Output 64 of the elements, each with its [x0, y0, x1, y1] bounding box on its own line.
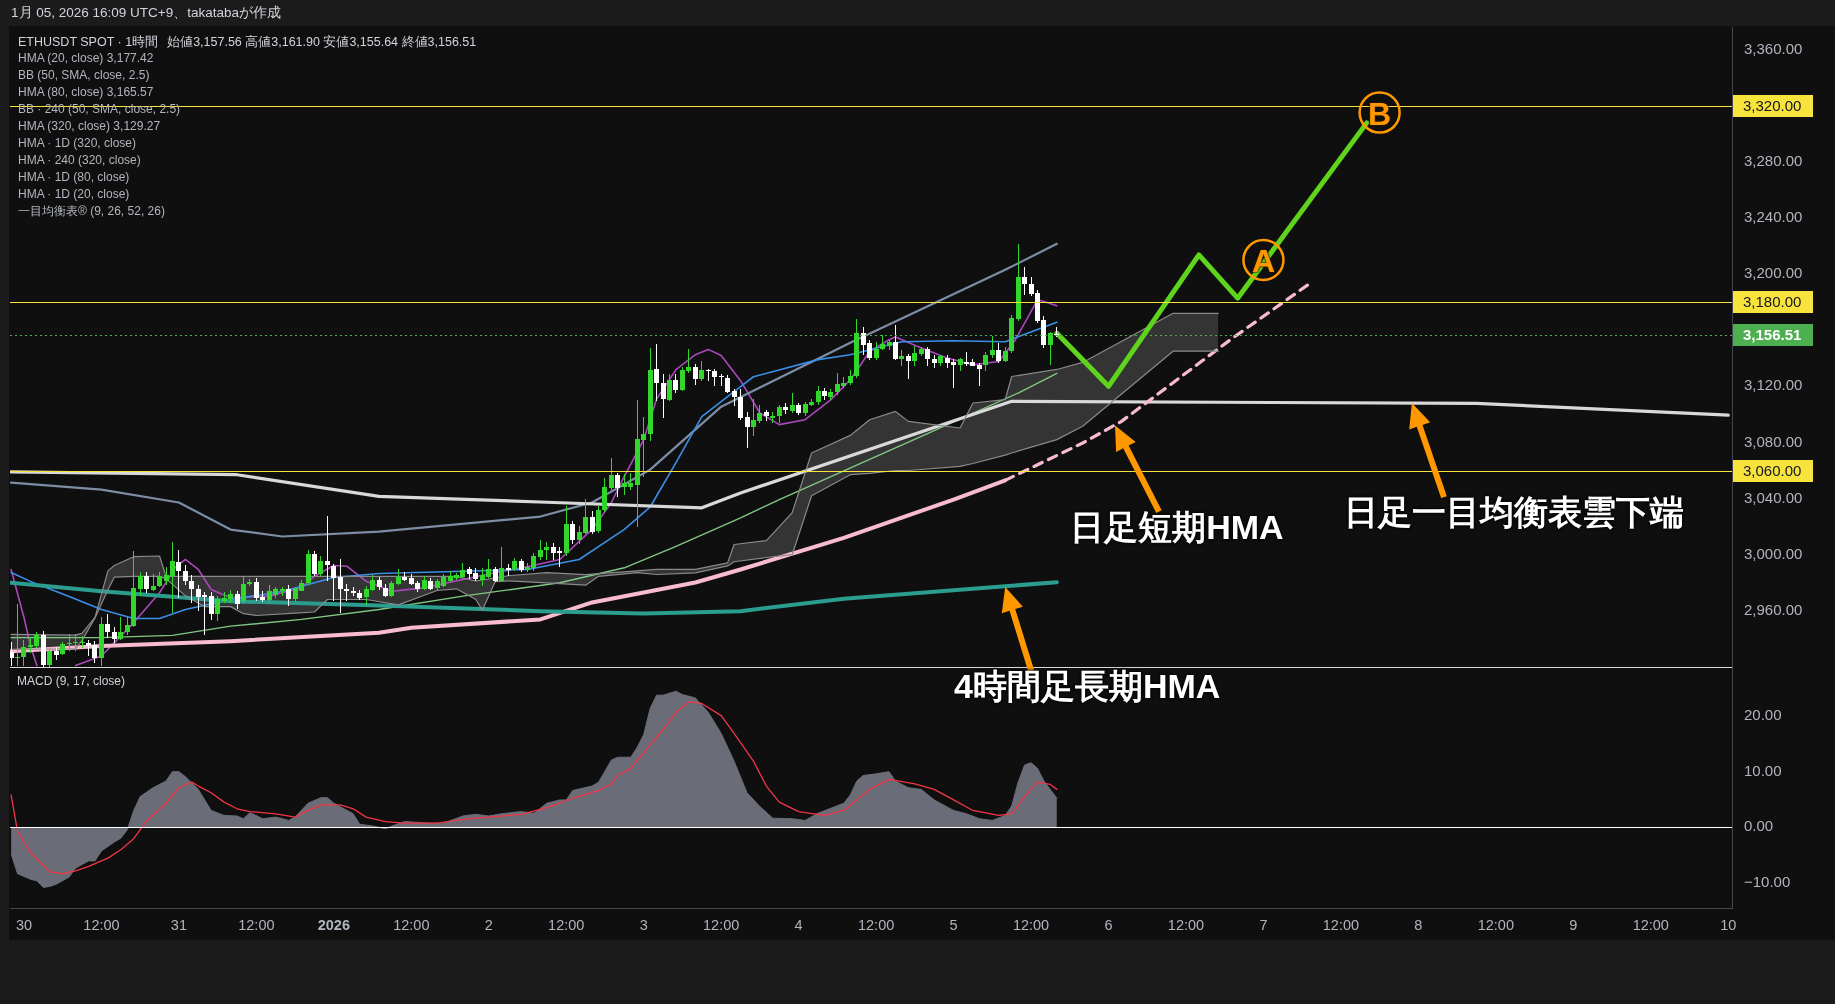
y-tick-label: 3,200.00: [1744, 264, 1803, 282]
annotation: 日足一目均衡表雲下端: [1343, 493, 1684, 532]
ref-line-label: 3,320.00: [1743, 97, 1802, 115]
candlestick: [706, 369, 711, 381]
x-tick-label: 6: [1104, 916, 1113, 933]
x-tick-label: 12:00: [703, 916, 740, 933]
x-tick-label: 12:00: [1632, 916, 1669, 933]
y-tick-label: 10.00: [1744, 761, 1782, 779]
x-tick-label: 12:00: [238, 916, 275, 933]
annotation: BB (50, SMA, close, 2.5): [18, 68, 150, 83]
y-tick-label: 3,360.00: [1744, 39, 1803, 57]
x-tick-label: 12:00: [1012, 916, 1050, 933]
annotation: HMA · 1D (20, close): [18, 187, 130, 202]
annotation: HMA (80, close) 3,165.57: [18, 85, 154, 100]
y-tick-label: −10.00: [1744, 872, 1791, 890]
annotation: HMA · 240 (320, close): [18, 153, 141, 168]
annotation: 4時間足長期HMA: [954, 667, 1221, 705]
y-tick-label: 2,960.00: [1744, 601, 1803, 618]
annotation: HMA · 1D (80, close): [18, 170, 130, 185]
text: 1月 05, 2026 16:09 UTC+9、takatabaが作成: [11, 5, 282, 21]
x-tick-label: 7: [1259, 916, 1268, 933]
y-tick-label: 3,080.00: [1744, 432, 1803, 450]
ref-line-label: 3,156.51: [1743, 326, 1802, 344]
annotation: HMA (20, close) 3,177.42: [18, 51, 154, 66]
text: MACD (9, 17, close): [17, 674, 126, 688]
candlestick: [325, 516, 330, 581]
annotation: HMA (320, close) 3,129.27: [18, 119, 161, 134]
x-tick-label: 12:00: [857, 916, 895, 933]
x-tick-label: 5: [949, 916, 958, 933]
annotation: HMA · 1D (320, close): [18, 136, 137, 151]
candlestick: [73, 634, 78, 651]
text: ETHUSDT SPOT · 1時間: [18, 35, 159, 49]
x-tick-label: 30: [15, 916, 33, 933]
y-tick-label: 0.00: [1744, 817, 1774, 835]
x-tick-label: 12:00: [393, 916, 430, 933]
annotation: 始値3,157.56 高値3,161.90 安値3,155.64 終値3,156.51: [167, 35, 477, 49]
y-tick-label: 3,040.00: [1744, 488, 1803, 506]
annotation: 日足短期HMA: [1070, 507, 1284, 546]
candlestick: [80, 636, 85, 648]
ref-line-label: 3,180.00: [1743, 293, 1802, 311]
candlestick: [719, 374, 724, 386]
x-tick-label: 12:00: [1322, 916, 1360, 933]
x-tick-label: 31: [170, 916, 187, 933]
x-tick-label: 3: [639, 916, 648, 933]
y-tick-label: 3,240.00: [1744, 208, 1803, 226]
x-tick-label: 10: [1720, 916, 1737, 933]
x-tick-label: 12:00: [1167, 916, 1205, 933]
y-tick-label: 3,120.00: [1744, 376, 1803, 394]
x-tick-label: 2026: [317, 916, 350, 933]
x-tick-label: 8: [1414, 916, 1423, 933]
candlestick: [15, 604, 20, 666]
x-tick-label: 9: [1569, 916, 1578, 933]
x-tick-label: 4: [794, 916, 803, 933]
x-tick-label: 12:00: [548, 916, 585, 933]
y-tick-label: 3,280.00: [1744, 151, 1803, 169]
x-tick-label: 12:00: [1477, 916, 1514, 933]
candlestick: [67, 634, 72, 651]
y-tick-label: 20.00: [1744, 706, 1782, 724]
annotation: B: [1368, 95, 1392, 132]
ref-line-label: 3,060.00: [1743, 462, 1802, 480]
annotation: 一目均衡表® (9, 26, 52, 26): [18, 204, 165, 219]
y-tick-label: 3,000.00: [1744, 544, 1803, 562]
x-tick-label: 2: [484, 916, 493, 933]
x-tick-label: 12:00: [83, 916, 120, 933]
